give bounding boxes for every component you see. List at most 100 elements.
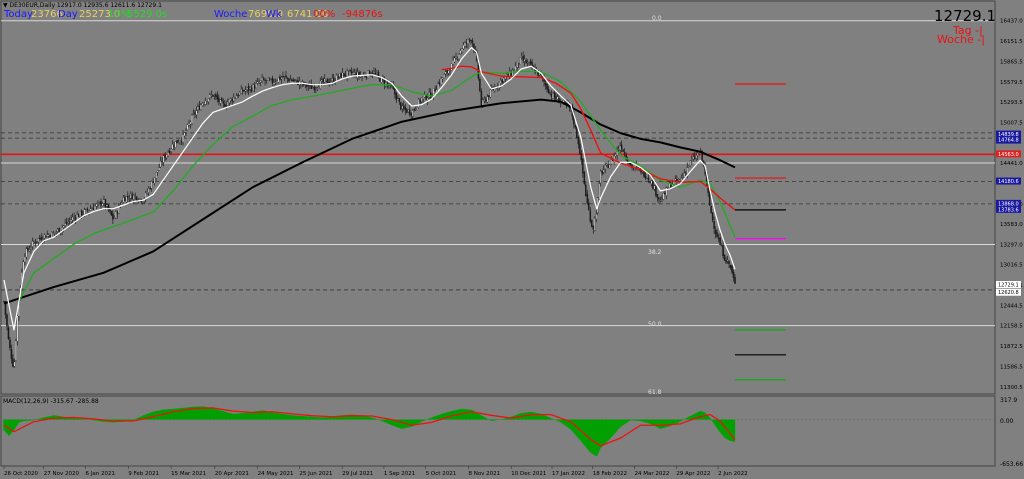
macd-hist-bar: [724, 419, 726, 438]
candle-body: [28, 249, 31, 252]
macd-hist-bar: [345, 415, 348, 420]
macd-hist-bar: [697, 411, 700, 420]
candle-body: [519, 57, 521, 65]
macd-hist-bar: [647, 419, 650, 424]
macd-hist-bar: [381, 419, 384, 422]
candle-body: [337, 76, 339, 78]
macd-hist-bar: [319, 417, 321, 420]
price-badge: [996, 177, 1021, 185]
candle-body: [7, 327, 10, 339]
fib-label-0: 0.0: [652, 15, 662, 22]
macd-hist-bar: [682, 419, 684, 421]
macd-hist-bar: [289, 415, 292, 420]
candle-body: [243, 90, 245, 92]
macd-hist-bar: [315, 417, 318, 420]
macd-hist-bar: [650, 419, 652, 425]
candle-body: [661, 200, 663, 202]
macd-hist-bar: [15, 419, 17, 428]
macd-hist-bar: [293, 415, 295, 420]
candle-body: [4, 301, 7, 315]
macd-hist-bar: [355, 414, 357, 420]
macd-hist-bar: [727, 419, 730, 440]
fib-label-50: 50.0: [648, 321, 662, 328]
macd-hist-bar: [311, 416, 313, 420]
candle-body: [728, 261, 730, 265]
macd-hist-bar: [9, 419, 11, 435]
candle-body: [608, 164, 611, 169]
macd-hist-bar: [361, 415, 363, 420]
macd-hist-bar: [375, 419, 378, 420]
macd-hist-bar: [688, 416, 690, 420]
candle-body: [464, 42, 466, 47]
macd-hist-bar: [329, 416, 331, 420]
macd-hist-bar: [219, 410, 221, 420]
candle-body: [34, 241, 37, 244]
candle-body: [580, 153, 583, 160]
x-tick-label: 6 Jan 2021: [86, 471, 115, 477]
candle-body: [289, 79, 292, 81]
candle-body: [173, 145, 175, 147]
macd-hist-bar: [373, 418, 375, 420]
candle-body: [280, 77, 283, 80]
macd-label: MACD(12,26,9) -315.67 -285.88: [3, 398, 99, 405]
macd-hist-bar: [166, 409, 169, 420]
macd-hist-bar: [391, 419, 393, 426]
candle-body: [274, 81, 277, 83]
x-tick-label: 29 Apr 2022: [676, 471, 710, 477]
macd-hist-bar: [639, 419, 641, 421]
candle-body: [252, 84, 254, 91]
candle-body: [713, 220, 715, 229]
candle-body: [27, 247, 29, 251]
macd-hist-bar: [382, 419, 385, 422]
macd-hist-bar: [277, 413, 280, 420]
candle-body: [365, 76, 368, 78]
macd-hist-bar: [603, 419, 606, 445]
macd-hist-bar: [145, 414, 147, 420]
macd-hist-bar: [409, 419, 411, 428]
candle-body: [228, 99, 231, 104]
candle-body: [258, 82, 260, 84]
macd-hist-bar: [489, 419, 491, 421]
macd-hist-bar: [412, 419, 415, 426]
macd-hist-bar: [678, 419, 681, 423]
macd-hist-bar: [689, 416, 691, 420]
candle-body: [353, 72, 356, 74]
macd-hist-bar: [583, 419, 585, 445]
macd-hist-bar: [98, 419, 101, 422]
macd-hist-bar: [335, 416, 337, 420]
macd-hist-bar: [566, 419, 569, 427]
candle-body: [650, 180, 653, 184]
x-tick-label: 8 Nov 2021: [468, 471, 500, 477]
candle-body: [701, 150, 703, 161]
candle-body: [125, 196, 128, 203]
candle-body: [286, 77, 289, 79]
macd-hist-bar: [344, 415, 347, 420]
macd-hist-bar: [14, 419, 16, 429]
candle-body: [376, 73, 378, 75]
candle-body: [294, 79, 296, 81]
macd-hist-bar: [12, 419, 15, 431]
macd-hist-bar: [492, 419, 495, 421]
macd-hist-bar: [668, 419, 670, 427]
x-tick-label: 17 Jan 2022: [552, 471, 585, 477]
macd-hist-bar: [421, 419, 423, 422]
macd-hist-bar: [202, 406, 205, 420]
candle-body: [441, 77, 444, 80]
candle-body: [594, 218, 596, 231]
candle-body: [734, 277, 736, 284]
candle-body: [503, 77, 505, 82]
macd-hist-bar: [731, 419, 733, 442]
macd-hist-bar: [325, 417, 327, 420]
candle-body: [416, 107, 418, 111]
candle-body: [118, 205, 120, 214]
macd-hist-bar: [139, 416, 141, 420]
macd-hist-bar: [227, 412, 230, 420]
macd-hist-bar: [620, 419, 622, 427]
macd-hist-bar: [281, 413, 283, 420]
macd-hist-bar: [611, 419, 614, 436]
macd-hist-bar: [478, 413, 480, 420]
candle-body: [440, 78, 442, 85]
macd-hist-bar: [129, 419, 132, 421]
candle-body: [180, 140, 183, 142]
